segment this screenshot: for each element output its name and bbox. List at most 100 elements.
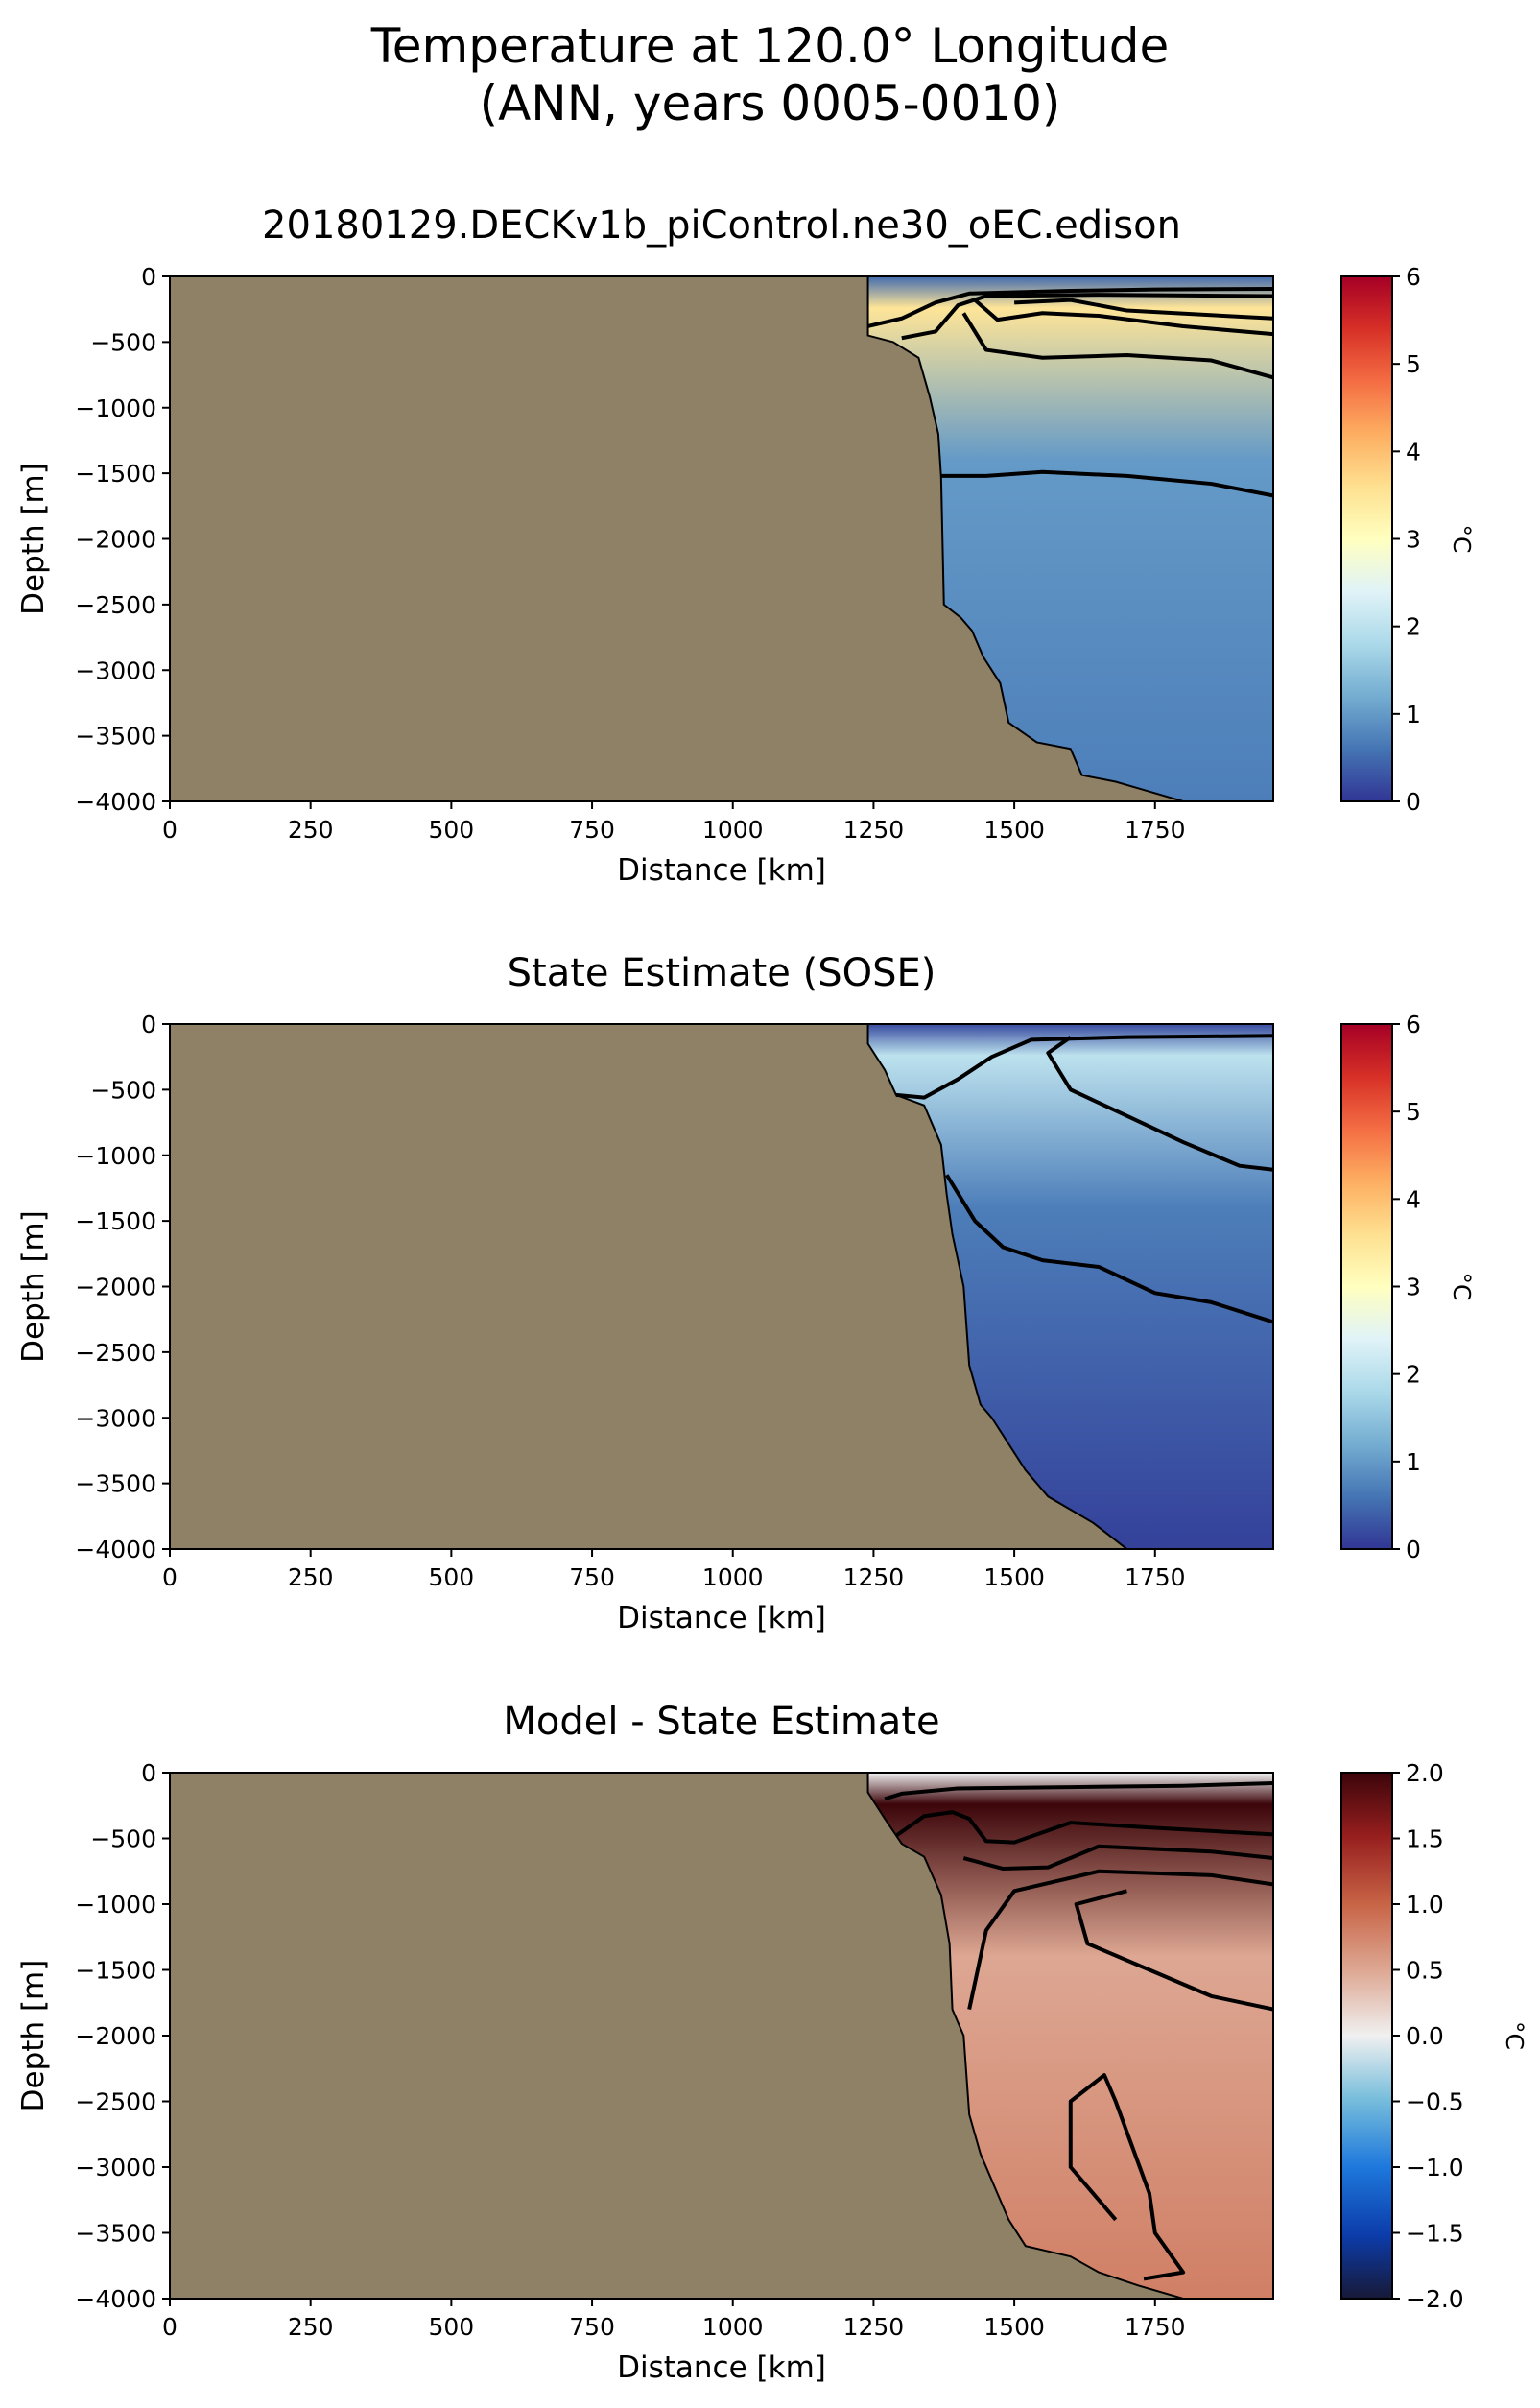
figure-title-line2: (ANN, years 0005-0010) [479, 76, 1061, 131]
y-tick-label: −1500 [75, 1207, 156, 1235]
colorbar-tick-label: −1.5 [1406, 2220, 1464, 2248]
colorbar-tick-label: 1.5 [1406, 1825, 1444, 1853]
x-tick-label: 1500 [983, 2313, 1045, 2341]
y-tick-label: 0 [141, 1011, 156, 1038]
y-tick-label: −3000 [75, 2154, 156, 2182]
x-tick-label: 250 [288, 816, 334, 844]
colorbar-tick-label: 1 [1406, 701, 1421, 728]
x-tick-label: 1000 [702, 1563, 764, 1591]
y-tick-label: −1000 [75, 1142, 156, 1170]
x-tick-label: 1750 [1125, 816, 1186, 844]
colorbar-tick-label: 2 [1406, 613, 1421, 641]
x-tick-label: 250 [288, 2313, 334, 2341]
colorbar-tick-label: 6 [1406, 263, 1421, 291]
land-mask [170, 1773, 1184, 2299]
y-tick-label: −4000 [75, 2285, 156, 2313]
colorbar-tick-label: 1.0 [1406, 1891, 1444, 1919]
x-tick-label: 500 [429, 2313, 475, 2341]
y-tick-label: −3000 [75, 656, 156, 684]
colorbar-tick-label: 0 [1406, 788, 1421, 816]
contour-line-1 [867, 286, 1273, 328]
colorbar-tick-label: 3 [1406, 526, 1421, 554]
x-axis-label: Distance [km] [617, 1601, 826, 1635]
y-tick-label: −2000 [75, 526, 156, 554]
colorbar-tick-label: −2.0 [1406, 2285, 1464, 2313]
x-tick-label: 1250 [843, 2313, 905, 2341]
colorbar-tick-label: 5 [1406, 1098, 1421, 1126]
y-tick-label: −3500 [75, 2220, 156, 2248]
contour-line-1 [895, 1034, 1273, 1100]
contour-line-2 [894, 1810, 1273, 1845]
y-tick-label: −1000 [75, 394, 156, 422]
subplot-title: Model - State Estimate [503, 1700, 939, 1744]
contour-line-3 [944, 1174, 1273, 1324]
y-tick-label: −4000 [75, 788, 156, 816]
x-tick-label: 1000 [702, 2313, 764, 2341]
x-tick-label: 1250 [843, 1563, 905, 1591]
contour-line-5 [1014, 298, 1273, 321]
x-tick-label: 0 [162, 816, 178, 844]
y-tick-label: 0 [141, 1759, 156, 1787]
colorbar-tick-label: 4 [1406, 438, 1421, 465]
y-tick-label: −3000 [75, 1404, 156, 1432]
contour-line-3 [962, 1844, 1273, 1872]
y-tick-label: −1500 [75, 1957, 156, 1985]
contour-line-4 [967, 1869, 1273, 2011]
x-tick-label: 250 [288, 1563, 334, 1591]
subplot-title: 20180129.DECKv1b_piControl.ne30_oEC.edis… [262, 203, 1181, 248]
y-tick-label: −500 [90, 328, 156, 356]
subplot-3: Model - State Estimate 0 250 500 750 1000 1250… [16, 1700, 1528, 2385]
figure-title-line1: Temperature at 120.0° Longitude [370, 18, 1170, 74]
y-axis-label: Depth [m] [16, 1960, 51, 2112]
figure-title: Temperature at 120.0° Longitude (ANN, ye… [0, 17, 1540, 132]
y-tick-label: −3500 [75, 1470, 156, 1498]
contour-line-2 [1046, 1036, 1273, 1172]
colorbar-tick-label: 5 [1406, 350, 1421, 378]
colorbar-tick-label: 2 [1406, 1361, 1421, 1389]
colorbar [1340, 275, 1393, 802]
colorbar-tick-label: 0.5 [1406, 1957, 1444, 1985]
x-tick-label: 1250 [843, 816, 905, 844]
x-tick-label: 1500 [983, 816, 1045, 844]
y-tick-label: −1000 [75, 1891, 156, 1919]
land-mask [170, 1024, 1129, 1549]
y-tick-label: −2500 [75, 2088, 156, 2116]
contour-line-2 [901, 293, 1273, 341]
contour-line-5 [1074, 1889, 1273, 2012]
colorbar-tick-label: 4 [1406, 1185, 1421, 1213]
x-tick-label: 0 [162, 1563, 178, 1591]
y-tick-label: −500 [90, 1825, 156, 1853]
x-tick-label: 750 [569, 2313, 615, 2341]
subplot-1: 20180129.DECKv1b_piControl.ne30_oEC.edis… [16, 203, 1476, 888]
y-tick-label: −500 [90, 1076, 156, 1104]
x-tick-label: 750 [569, 1563, 615, 1591]
colorbar-tick-label: 2.0 [1406, 1759, 1444, 1787]
y-tick-label: −2500 [75, 591, 156, 619]
land-mask [170, 276, 1184, 801]
colorbar-label: °C [1448, 1273, 1476, 1301]
contour-line-4 [973, 298, 1273, 337]
y-axis-label: Depth [m] [16, 463, 51, 615]
colorbar-tick-label: −0.5 [1406, 2088, 1464, 2116]
contour-line-1 [884, 1780, 1273, 1801]
colorbar-tick-label: 1 [1406, 1448, 1421, 1476]
x-tick-label: 0 [162, 2313, 178, 2341]
colorbar [1340, 1023, 1393, 1550]
y-tick-label: −3500 [75, 723, 156, 751]
colorbar-tick-label: 0 [1406, 1536, 1421, 1563]
contour-line-3 [961, 312, 1273, 380]
subplot-title: State Estimate (SOSE) [508, 951, 936, 995]
y-tick-label: −2000 [75, 1274, 156, 1301]
x-tick-label: 1500 [983, 1563, 1045, 1591]
colorbar-label: °C [1448, 525, 1476, 554]
y-tick-label: −2000 [75, 2022, 156, 2050]
colorbar-tick-label: −1.0 [1406, 2154, 1464, 2182]
x-tick-label: 500 [429, 816, 475, 844]
x-tick-label: 1000 [702, 816, 764, 844]
subplot-2: State Estimate (SOSE) 0 250 5 0 0 750 1000 1250 1… [16, 951, 1476, 1635]
y-tick-label: −1500 [75, 460, 156, 488]
y-tick-label: −2500 [75, 1339, 156, 1367]
colorbar-label: °C [1501, 2021, 1528, 2050]
x-axis-label: Distance [km] [617, 853, 826, 888]
